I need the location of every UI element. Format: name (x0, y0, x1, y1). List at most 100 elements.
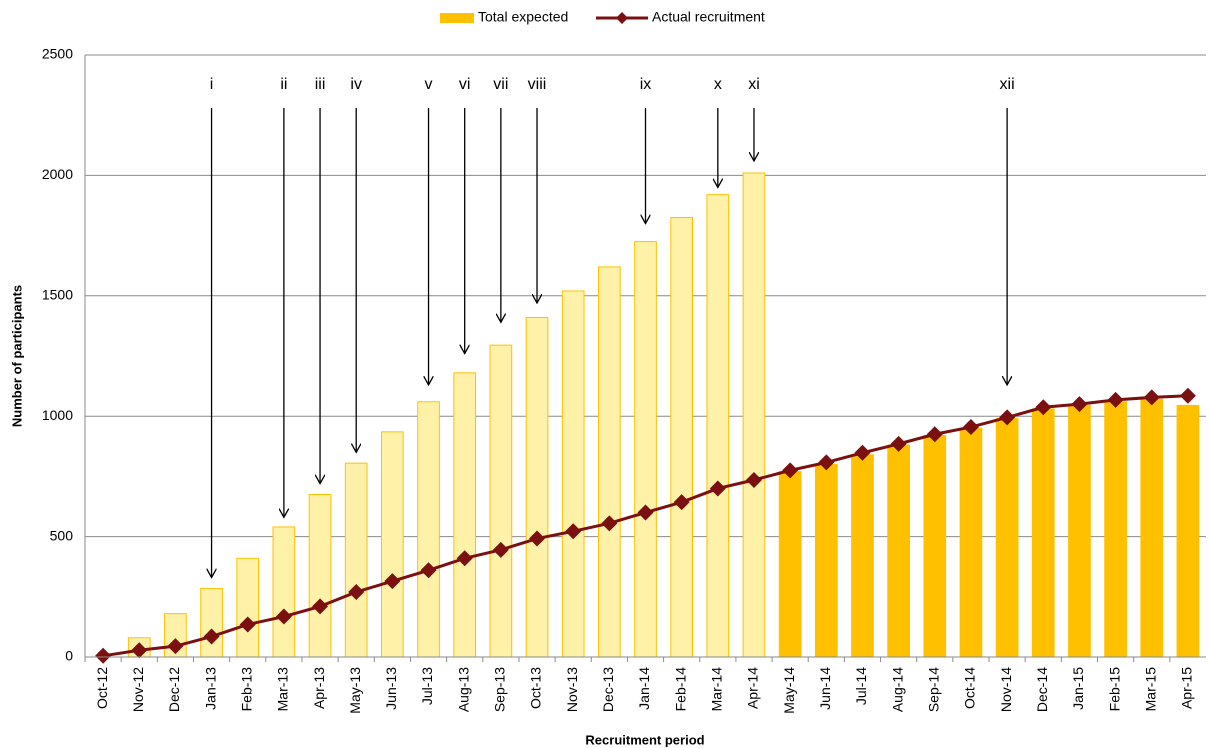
y-tick-label: 2500 (42, 46, 73, 62)
marker (275, 608, 292, 625)
marker (348, 583, 365, 600)
annotation: ii (280, 76, 287, 93)
bar (200, 587, 223, 658)
x-axis-title: Recruitment period (585, 732, 704, 747)
marker (565, 523, 582, 540)
x-tick-label: Dec-13 (600, 667, 616, 712)
x-tick-label: Jan-13 (202, 667, 218, 710)
x-tick-label: Apr-13 (311, 667, 327, 709)
bar (272, 526, 296, 658)
marker (601, 515, 618, 532)
annotation: iii (315, 76, 326, 93)
annotation: xi (748, 76, 760, 93)
marker (312, 598, 329, 615)
bar (344, 462, 368, 658)
y-axis-title: Number of participants (9, 285, 24, 427)
x-tick-label: Feb-15 (1106, 667, 1122, 712)
x-tick-label: Nov-13 (564, 667, 580, 712)
x-tick-label: Mar-15 (1142, 667, 1158, 712)
annotation: vi (459, 76, 471, 93)
x-tick-label: Aug-14 (889, 667, 905, 712)
x-tick-label: Jul-14 (853, 667, 869, 705)
marker (854, 444, 871, 461)
marker (926, 426, 943, 443)
bar (381, 431, 404, 658)
x-tick-label: Oct-12 (94, 667, 110, 709)
marker (131, 642, 148, 659)
marker (818, 454, 835, 471)
bar (1140, 398, 1164, 658)
bar (1176, 404, 1200, 658)
bar (236, 557, 260, 658)
annotation: ix (640, 76, 652, 93)
marker (456, 550, 473, 567)
x-tick-label: Oct-13 (528, 667, 544, 709)
bar (308, 493, 332, 658)
bar (597, 266, 621, 658)
bar (1068, 404, 1091, 658)
annotation: vii (493, 76, 508, 93)
annotation: i (210, 76, 214, 93)
x-tick-label: May-13 (347, 667, 363, 714)
bar (706, 194, 730, 658)
x-tick-label: Dec-14 (1034, 667, 1050, 712)
x-tick-label: Apr-15 (1179, 667, 1195, 709)
bar (959, 427, 983, 658)
x-tick-label: Dec-12 (166, 667, 182, 712)
annotation: xii (1000, 76, 1015, 93)
y-tick-label: 1500 (42, 287, 73, 303)
bar (742, 172, 766, 658)
marker (890, 435, 907, 452)
y-tick-label: 2000 (42, 166, 73, 182)
x-tick-label: Jun-14 (817, 667, 833, 710)
bar (525, 316, 549, 658)
x-tick-label: Nov-14 (998, 667, 1014, 712)
bar (923, 434, 947, 658)
bar (851, 454, 874, 658)
annotation: iv (350, 76, 362, 93)
marker (1179, 387, 1196, 404)
bar (670, 217, 694, 658)
bar (887, 444, 910, 658)
marker (673, 494, 690, 511)
x-tick-label: Feb-14 (672, 667, 688, 712)
marker (384, 573, 401, 590)
x-tick-label: Jul-13 (419, 667, 435, 705)
legend-swatch (616, 12, 628, 24)
bar (453, 372, 477, 658)
y-tick-label: 1000 (42, 407, 73, 423)
bar (995, 418, 1019, 658)
marker (492, 541, 509, 558)
marker (420, 562, 437, 579)
bar (814, 463, 838, 658)
x-tick-label: Mar-14 (709, 667, 725, 712)
legend-swatch (440, 13, 474, 23)
x-tick-label: Jan-14 (636, 667, 652, 710)
marker (1035, 399, 1052, 416)
bar (417, 401, 440, 658)
marker (637, 504, 654, 521)
x-tick-label: May-14 (781, 667, 797, 714)
marker (203, 628, 220, 645)
x-tick-label: Feb-13 (238, 667, 254, 712)
bar (1104, 401, 1127, 658)
x-tick-label: Jan-15 (1070, 667, 1086, 710)
annotation: viii (528, 76, 547, 93)
legend-label: Actual recruitment (652, 9, 765, 25)
x-tick-label: Mar-13 (275, 667, 291, 712)
marker (962, 419, 979, 436)
x-tick-label: Oct-14 (962, 667, 978, 709)
x-tick-label: Sep-14 (925, 667, 941, 712)
x-tick-label: Sep-13 (492, 667, 508, 712)
annotation: x (714, 76, 722, 93)
x-tick-label: Jun-13 (383, 667, 399, 710)
bar (489, 344, 513, 658)
x-tick-label: Aug-13 (455, 667, 471, 712)
marker (1143, 389, 1160, 406)
bar (634, 241, 657, 658)
y-tick-label: 500 (50, 527, 74, 543)
bar (561, 290, 585, 658)
x-tick-label: Nov-12 (130, 667, 146, 712)
marker (999, 409, 1016, 426)
